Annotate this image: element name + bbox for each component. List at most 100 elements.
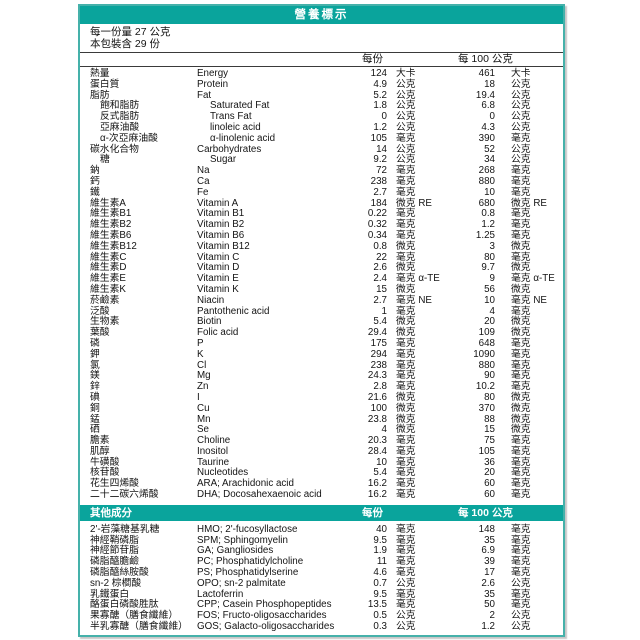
per-100g-value: 52 [484,143,495,155]
nutrient-name-zh: 銅 [90,402,100,414]
per-100g-unit: 公克 [511,154,531,166]
per-100g-unit: 毫克 [511,567,531,579]
per-100g-value: 20 [484,316,495,328]
per-serving-unit: 公克 [396,78,416,90]
per-serving-value: 1.2 [373,121,387,133]
per-serving-value: 22 [376,251,387,263]
nutrient-name-zh: 維生素B2 [90,219,132,231]
per-100g-value: 461 [478,68,495,79]
per-100g-unit: 毫克 [511,208,531,220]
nutrient-name-en: Biotin [197,316,222,328]
per-100g-unit: 公克 [511,111,531,123]
nutrient-name-en: GA; Gangliosides [197,545,274,557]
per-100g-value: 1090 [473,348,495,360]
nutrient-row: 乳鐵蛋白 Lactoferrin 9.5 毫克 35 毫克 [80,589,563,601]
nutrient-name-en: PS; Phosphatidylserine [197,567,299,579]
per-100g-value: 17 [484,567,495,579]
per-100g-unit: 毫克 [511,599,531,611]
per-100g-value: 6.8 [481,100,495,112]
per-serving-value: 4.9 [373,78,387,90]
nutrient-name-zh: 二十二碳六烯酸 [90,489,159,501]
per-serving-value: 14 [376,143,387,155]
nutrient-name-zh: 牛磺酸 [90,456,120,468]
per-serving-unit: 公克 [396,577,416,589]
nutrient-name-zh: 維生素K [90,283,126,295]
serving-info: 每一份量 27 公克 本包裝含 29 份 [80,24,563,52]
nutrient-row: 神經節苷脂 GA; Gangliosides 1.9 毫克 6.9 毫克 [80,546,563,557]
nutrient-name-zh: 泛酸 [90,305,110,317]
per-serving-value: 5.2 [373,89,387,101]
nutrient-row: 蛋白質 Protein 4.9 公克 18 公克 [80,78,563,91]
nutrient-row: 膽素 Choline 20.3 毫克 75 毫克 [80,435,563,447]
per-serving-unit: 毫克 [396,456,416,468]
per-100g-value: 39 [484,556,495,568]
per-serving-unit: 公克 [396,100,416,112]
per-serving-unit: 毫克 α-TE [396,273,440,285]
per-serving-value: 40 [376,523,387,535]
nutrient-row: 銅 Cu 100 微克 370 微克 [80,402,563,415]
nutrient-row: 果寡醣（膳食纖維） FOS; Fructo-oligosaccharides 0.5… [80,610,563,622]
per-serving-value: 5.4 [373,467,387,479]
per-serving-value: 2.7 [373,294,387,306]
nutrient-name-zh: 維生素B12 [90,240,137,252]
nutrient-row: 亞麻油酸 linoleic acid 1.2 公克 4.3 公克 [80,121,563,134]
nutrient-row: 維生素B6 Vitamin B6 0.34 毫克 1.25 毫克 [80,230,563,242]
nutrient-name-zh: 氯 [90,359,100,371]
per-serving-value: 1.9 [373,545,387,557]
per-100g-value: 1.2 [481,621,495,633]
nutrient-name-en: I [197,391,200,403]
per-100g-unit: 毫克 [511,165,531,177]
per-100g-unit: 微克 [511,402,531,414]
nutrient-name-en: linoleic acid [210,121,261,133]
per-100g-unit: 微克 [511,413,531,425]
nutrient-name-en: OPO; sn-2 palmitate [197,577,286,589]
nutrient-name-en: GOS; Galacto-oligosaccharides [197,621,335,633]
nutrient-row: 磷脂醯膽鹼 PC; Phosphatidylcholine 11 毫克 39 毫克 [80,556,563,568]
nutrient-name-zh: 神經節苷脂 [90,545,139,557]
per-100g-value: 3 [489,240,495,252]
per-serving-unit: 毫克 [396,599,416,611]
nutrient-name-en: Se [197,424,209,436]
per-100g-unit: 微克 [511,391,531,403]
per-100g-value: 80 [484,251,495,263]
nutrient-name-en: Inositol [197,445,229,457]
per-100g-unit: 毫克 [511,534,531,546]
nutrient-name-en: Energy [197,68,229,79]
nutrient-name-zh: 鐵 [90,186,100,198]
nutrient-row: 維生素B2 Vitamin B2 0.32 毫克 1.2 毫克 [80,219,563,231]
nutrient-name-zh: 維生素E [90,273,126,285]
nutrient-name-zh: 鋅 [90,381,100,393]
per-100g-value: 56 [484,283,495,295]
per-100g-value: 60 [484,478,495,490]
per-100g-value: 15 [484,424,495,436]
nutrient-row: 鉀 K 294 毫克 1090 毫克 [80,348,563,361]
per-100g-unit: 毫克 [511,545,531,557]
per-serving-unit: 微克 [396,283,416,295]
nutrient-name-en: α-linolenic acid [210,132,276,144]
nutrient-name-en: Mn [197,413,211,425]
nutrient-row: α-次亞麻油酸 α-linolenic acid 105 毫克 390 毫克 [80,132,563,145]
per-serving-unit: 毫克 [396,175,416,187]
per-serving-value: 0 [381,111,387,123]
per-serving-value: 175 [370,337,387,349]
nutrient-name-zh: 果寡醣（膳食纖維） [90,610,179,622]
nutrient-row: 鎂 Mg 24.3 毫克 90 毫克 [80,371,563,382]
per-serving-value: 1.8 [373,100,387,112]
per-serving-unit: 毫克 [396,445,416,457]
per-100g-unit: 微克 [511,240,531,252]
other-ingredients-table: 2'-岩藻糖基乳糖 HMO; 2'-fucosyllactose 40 毫克 148 毫克… [80,523,563,635]
nutrition-label: 營養標示 每一份量 27 公克 本包裝含 29 份 每份 每 100 公克 熱量… [78,4,565,637]
per-100g-value: 390 [478,132,495,144]
per-serving-value: 10 [376,456,387,468]
serving-size-text: 每一份量 27 公克 [90,26,171,38]
nutrient-row: 錳 Mn 23.8 微克 88 微克 [80,413,563,426]
per-100g-unit: 微克 [511,424,531,436]
nutrient-row: 肌醇 Inositol 28.4 毫克 105 毫克 [80,445,563,458]
per-serving-unit: 毫克 [396,132,416,144]
per-serving-unit: 微克 [396,327,416,339]
nutrient-name-en: Cl [197,359,207,371]
nutrient-name-zh: 神經鞘磷脂 [90,534,139,546]
per-100g-unit: 毫克 [511,435,531,447]
per-serving-value: 28.4 [367,445,387,457]
per-100g-value: 0.8 [481,208,495,220]
